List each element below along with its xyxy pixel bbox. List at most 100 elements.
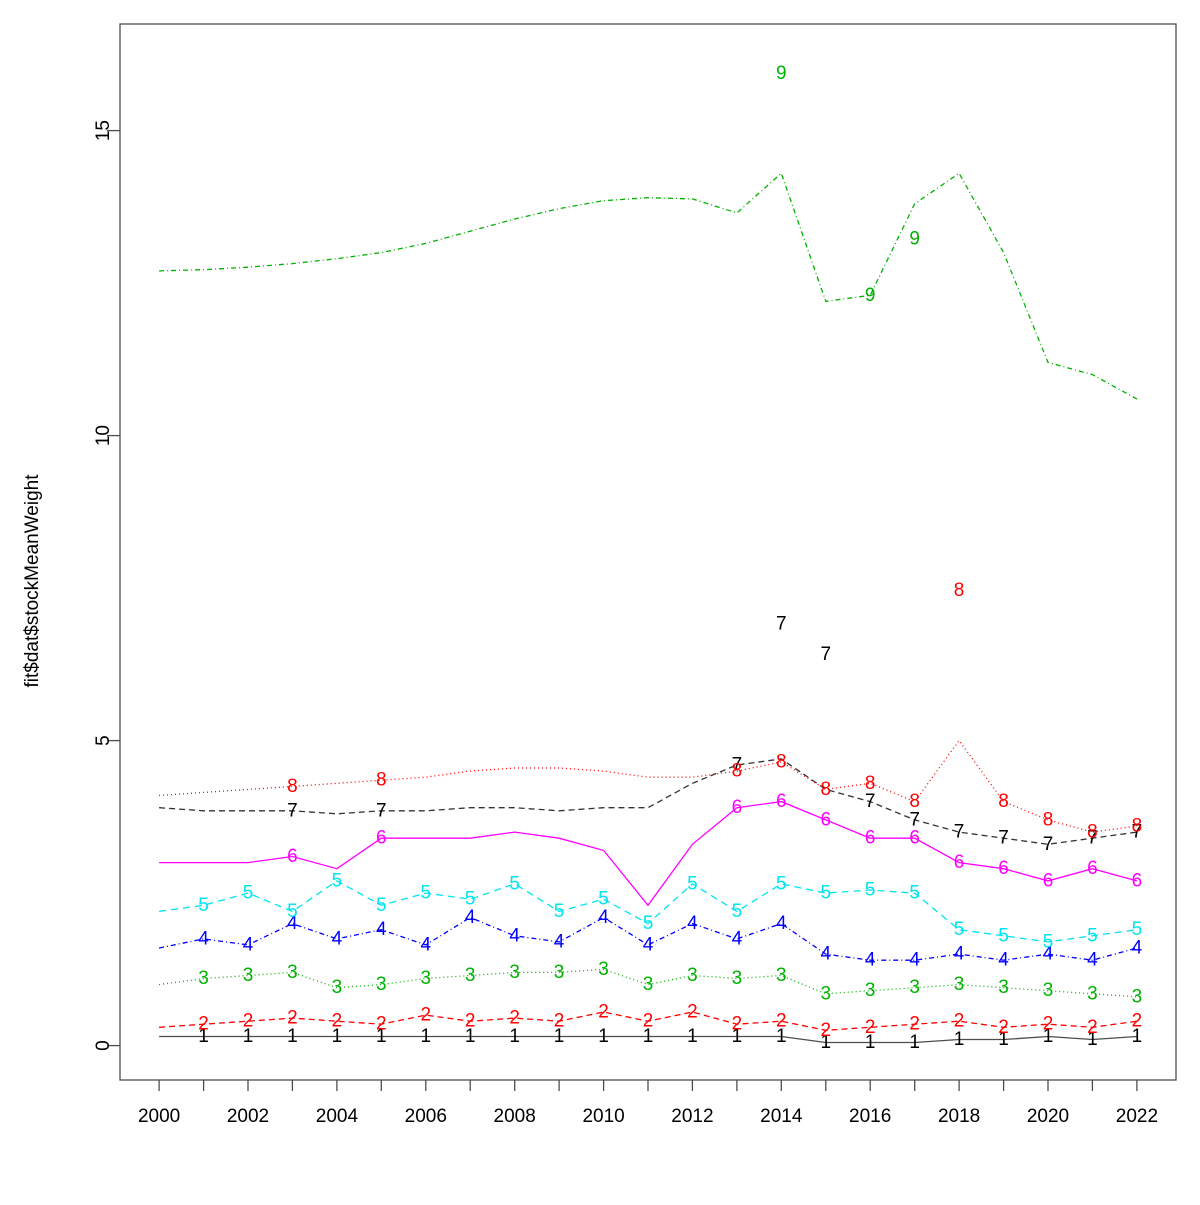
svg-text:8: 8 [376, 770, 387, 791]
svg-text:4: 4 [1087, 950, 1098, 971]
svg-text:9: 9 [865, 285, 876, 306]
svg-text:2: 2 [243, 1011, 254, 1032]
svg-text:7: 7 [998, 828, 1009, 849]
svg-text:4: 4 [598, 907, 609, 928]
svg-text:5: 5 [1087, 925, 1098, 946]
svg-text:4: 4 [821, 944, 832, 965]
svg-text:4: 4 [421, 934, 432, 955]
svg-text:5: 5 [865, 880, 876, 901]
svg-text:8: 8 [732, 761, 743, 782]
svg-text:3: 3 [243, 965, 254, 986]
svg-text:8: 8 [954, 580, 965, 601]
svg-text:6: 6 [732, 797, 743, 818]
svg-text:5: 5 [509, 873, 520, 894]
svg-text:7: 7 [954, 822, 965, 843]
svg-text:4: 4 [1132, 938, 1143, 959]
svg-text:5: 5 [198, 895, 209, 916]
svg-text:5: 5 [643, 913, 654, 934]
svg-text:fit$dat$stockMeanWeight: fit$dat$stockMeanWeight [22, 474, 43, 688]
svg-text:3: 3 [509, 962, 520, 983]
svg-text:2000: 2000 [138, 1106, 180, 1127]
svg-text:3: 3 [598, 959, 609, 980]
svg-text:3: 3 [376, 974, 387, 995]
svg-text:6: 6 [865, 828, 876, 849]
svg-text:4: 4 [643, 934, 654, 955]
svg-text:8: 8 [1043, 809, 1054, 830]
svg-text:4: 4 [909, 950, 920, 971]
svg-text:5: 5 [376, 895, 387, 916]
svg-text:3: 3 [1043, 980, 1054, 1001]
svg-text:2014: 2014 [760, 1106, 803, 1127]
svg-text:5: 5 [332, 870, 343, 891]
svg-text:8: 8 [909, 791, 920, 812]
svg-text:2010: 2010 [582, 1106, 624, 1127]
svg-text:1: 1 [909, 1032, 920, 1053]
svg-text:2002: 2002 [227, 1106, 269, 1127]
svg-text:7: 7 [776, 613, 787, 634]
svg-text:0: 0 [93, 1040, 114, 1051]
svg-text:2: 2 [687, 1002, 698, 1023]
svg-text:4: 4 [865, 950, 876, 971]
svg-text:3: 3 [465, 965, 476, 986]
svg-text:4: 4 [509, 925, 520, 946]
svg-text:7: 7 [865, 791, 876, 812]
svg-text:4: 4 [954, 944, 965, 965]
svg-text:4: 4 [732, 928, 743, 949]
svg-text:6: 6 [821, 809, 832, 830]
svg-text:6: 6 [954, 852, 965, 873]
svg-text:4: 4 [332, 928, 343, 949]
svg-text:2018: 2018 [938, 1106, 980, 1127]
svg-text:8: 8 [821, 779, 832, 800]
svg-text:2: 2 [421, 1005, 432, 1026]
svg-text:7: 7 [376, 800, 387, 821]
svg-text:6: 6 [376, 828, 387, 849]
svg-text:9: 9 [776, 63, 787, 84]
svg-text:1: 1 [954, 1029, 965, 1050]
svg-text:6: 6 [287, 846, 298, 867]
svg-text:5: 5 [598, 889, 609, 910]
svg-text:1: 1 [287, 1026, 298, 1047]
svg-text:3: 3 [776, 965, 787, 986]
svg-text:3: 3 [1087, 983, 1098, 1004]
svg-text:5: 5 [732, 901, 743, 922]
svg-text:2: 2 [198, 1014, 209, 1035]
svg-text:6: 6 [909, 828, 920, 849]
svg-text:1: 1 [598, 1026, 609, 1047]
svg-text:2006: 2006 [405, 1106, 447, 1127]
svg-text:3: 3 [287, 962, 298, 983]
svg-text:8: 8 [865, 773, 876, 794]
svg-text:3: 3 [998, 977, 1009, 998]
svg-text:8: 8 [776, 751, 787, 772]
svg-text:2: 2 [287, 1008, 298, 1029]
svg-text:5: 5 [954, 919, 965, 940]
svg-text:3: 3 [198, 968, 209, 989]
svg-text:3: 3 [1132, 986, 1143, 1007]
svg-text:3: 3 [687, 965, 698, 986]
svg-text:8: 8 [1132, 816, 1143, 837]
svg-text:3: 3 [732, 968, 743, 989]
svg-text:2: 2 [1087, 1017, 1098, 1038]
svg-text:5: 5 [1132, 919, 1143, 940]
svg-text:4: 4 [376, 919, 387, 940]
svg-text:5: 5 [687, 873, 698, 894]
svg-text:7: 7 [909, 809, 920, 830]
svg-text:3: 3 [332, 977, 343, 998]
svg-text:2: 2 [509, 1008, 520, 1029]
svg-text:7: 7 [821, 644, 832, 665]
svg-text:5: 5 [776, 873, 787, 894]
svg-text:2: 2 [1043, 1014, 1054, 1035]
svg-text:3: 3 [909, 977, 920, 998]
svg-text:4: 4 [687, 913, 698, 934]
svg-text:5: 5 [821, 883, 832, 904]
svg-text:7: 7 [287, 800, 298, 821]
svg-text:5: 5 [1043, 931, 1054, 952]
svg-text:2: 2 [954, 1011, 965, 1032]
svg-text:2: 2 [865, 1017, 876, 1038]
svg-text:3: 3 [421, 968, 432, 989]
svg-text:6: 6 [1132, 870, 1143, 891]
svg-text:2: 2 [332, 1011, 343, 1032]
svg-text:5: 5 [909, 883, 920, 904]
svg-text:10: 10 [93, 425, 114, 446]
svg-text:2022: 2022 [1116, 1106, 1158, 1127]
svg-text:2: 2 [465, 1011, 476, 1032]
